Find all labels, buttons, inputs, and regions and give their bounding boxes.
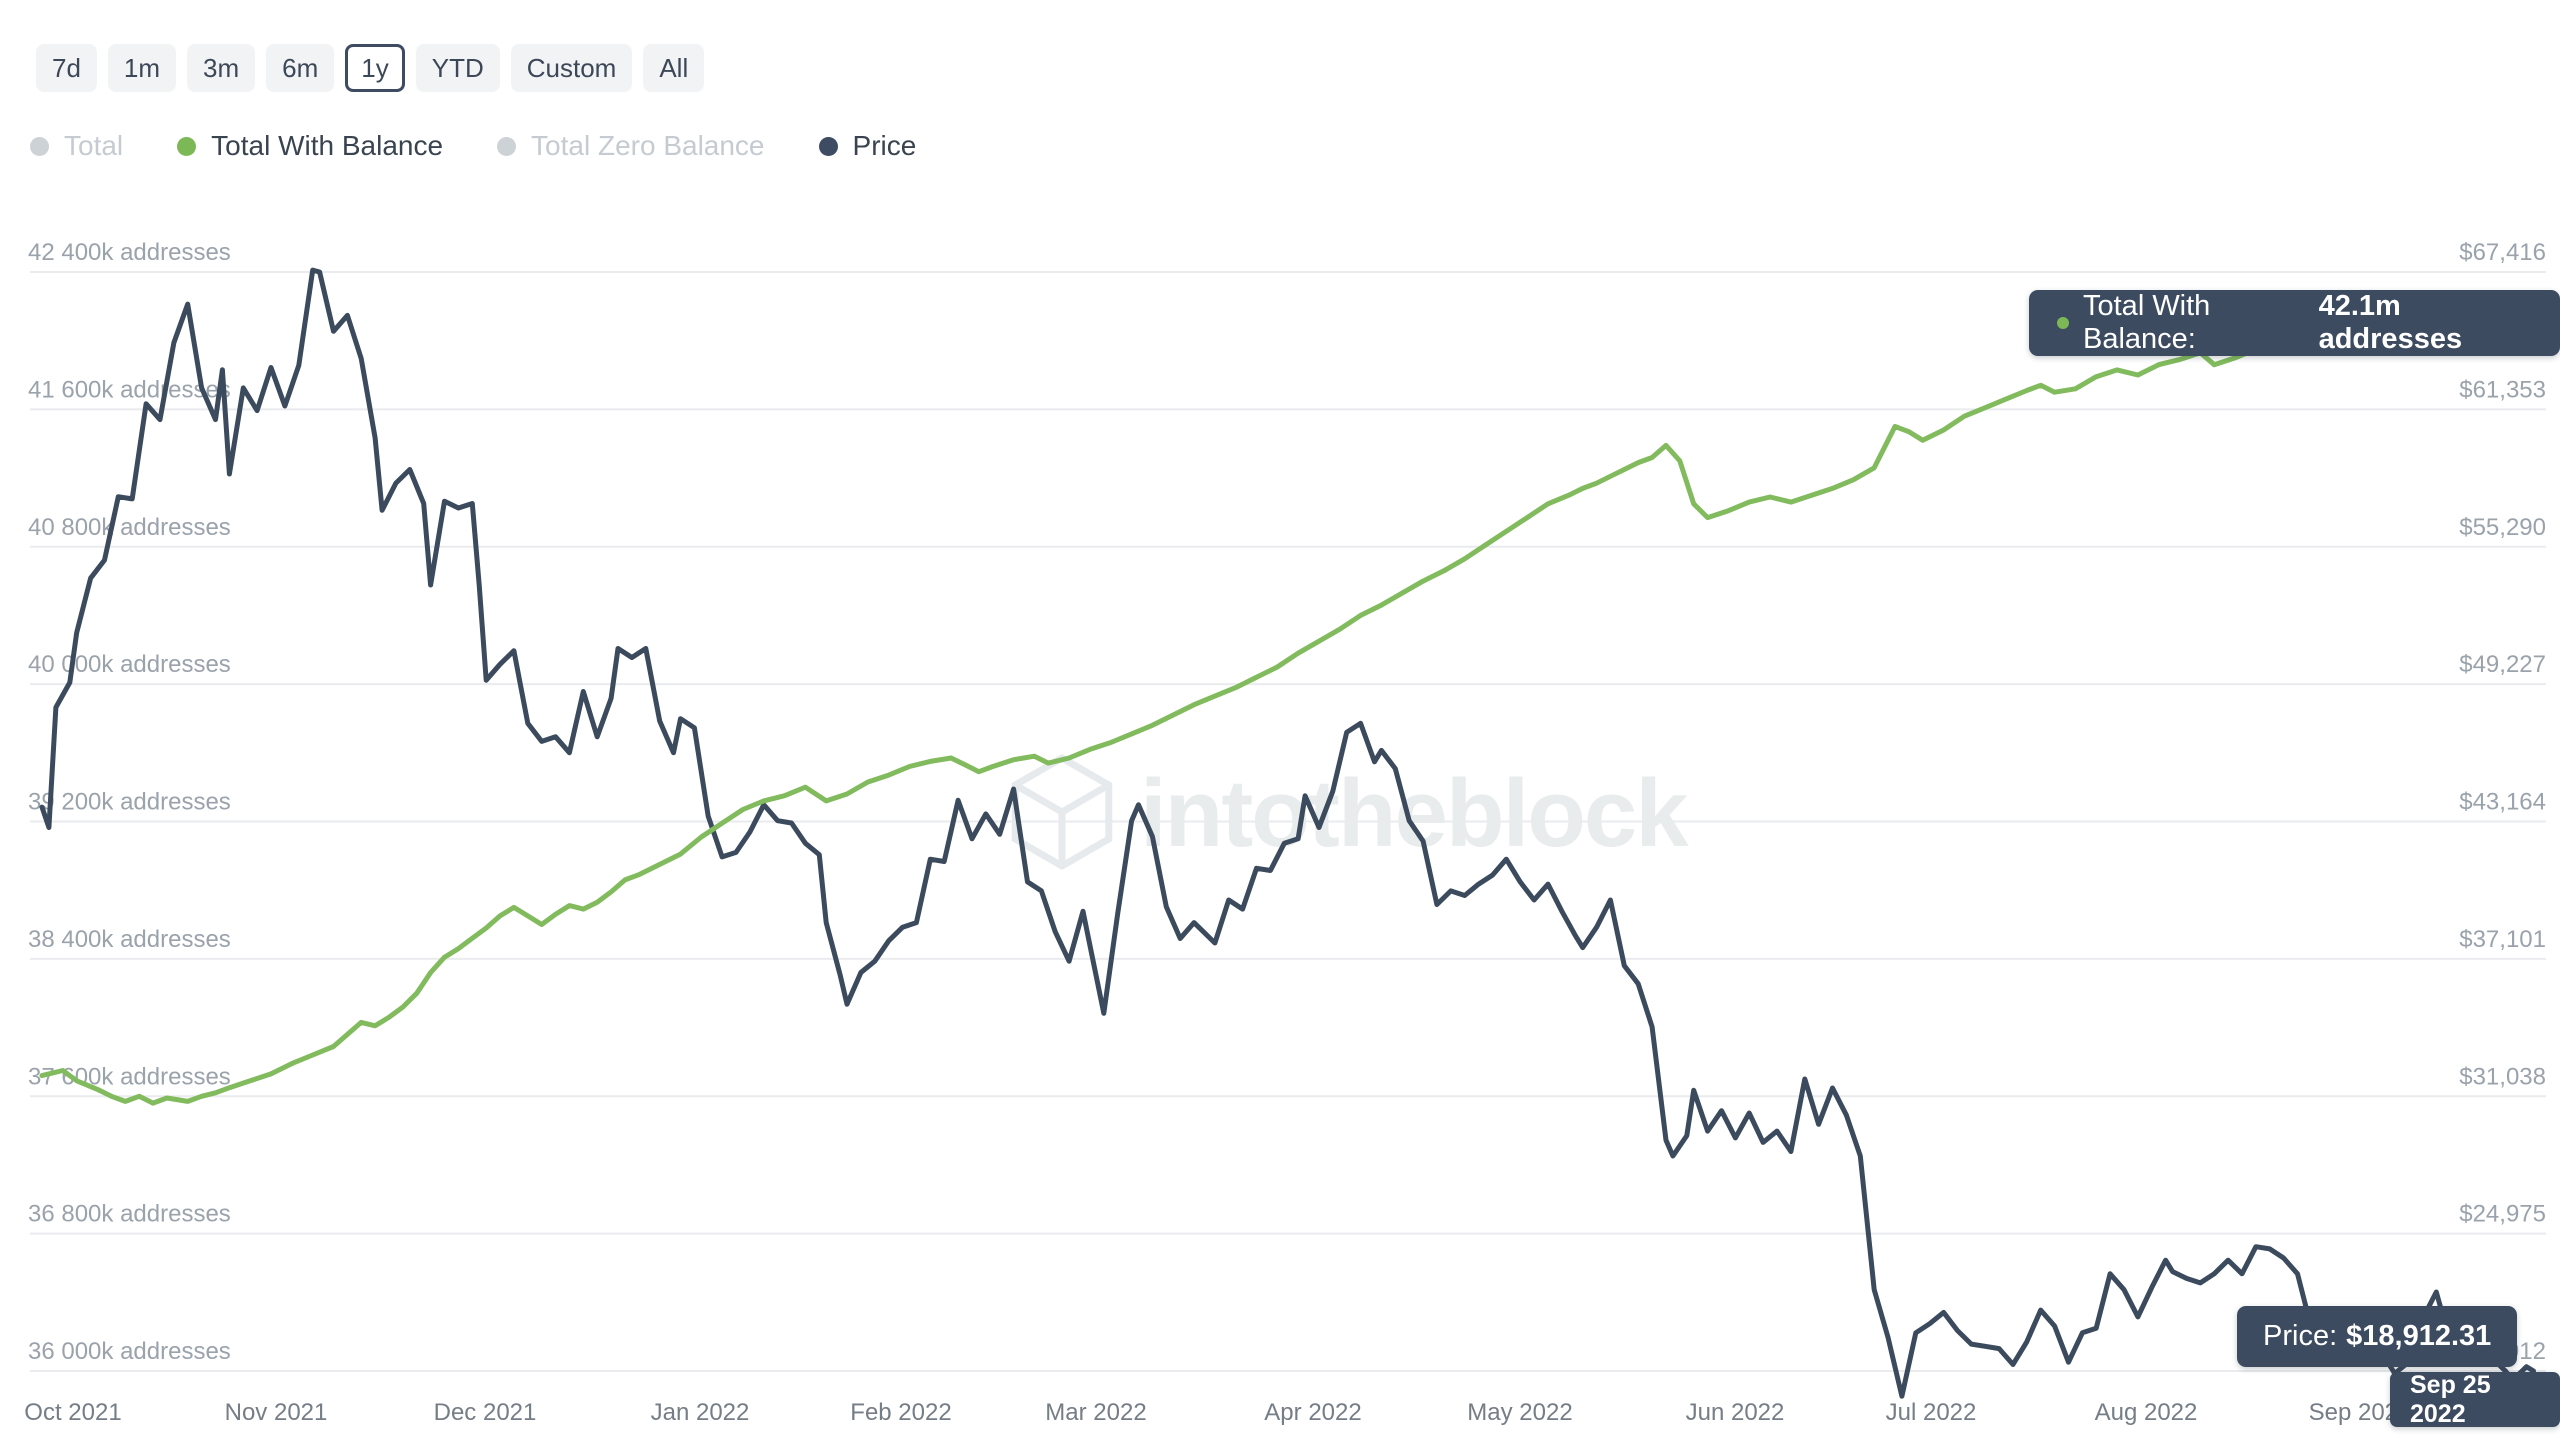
x-axis-label: Jun 2022 — [1686, 1399, 1785, 1426]
x-axis-label: Apr 2022 — [1264, 1399, 1361, 1426]
x-axis-label: Oct 2021 — [24, 1399, 121, 1426]
legend-label: Total — [64, 130, 124, 161]
left-axis-label: 42 400k addresses — [28, 239, 231, 266]
time-range-selector: 7d 1m 3m 6m 1y YTD Custom All — [36, 44, 705, 92]
right-axis-label: $61,353 — [2459, 376, 2546, 403]
x-axis-label: Jul 2022 — [1886, 1399, 1977, 1426]
left-axis-label: 40 000k addresses — [28, 651, 231, 678]
range-button-1y[interactable]: 1y — [345, 44, 405, 92]
total-with-balance-line — [39, 321, 2536, 1106]
x-axis-label: Mar 2022 — [1045, 1399, 1146, 1426]
right-axis-label: $31,038 — [2459, 1063, 2546, 1090]
right-axis-label: $37,101 — [2459, 926, 2546, 953]
x-axis-label: Dec 2021 — [434, 1399, 537, 1426]
range-button-ytd[interactable]: YTD — [415, 44, 500, 92]
right-axis-label: $55,290 — [2459, 514, 2546, 541]
range-button-6m[interactable]: 6m — [266, 44, 335, 92]
watermark-logo-inner-icon — [1013, 781, 1111, 866]
x-axis-label: Feb 2022 — [850, 1399, 951, 1426]
right-axis-label: $67,416 — [2459, 239, 2546, 266]
legend-dot-icon — [818, 136, 838, 156]
right-axis-label: $43,164 — [2459, 789, 2546, 816]
date-tooltip: Sep 25 2022 — [2390, 1370, 2560, 1428]
legend-dot-icon — [497, 136, 517, 156]
price-tooltip: Price: $18,912.31 — [2237, 1306, 2518, 1367]
series-tooltip-label: Total With Balance: — [2083, 290, 2211, 355]
legend-dot-icon — [177, 136, 197, 156]
price-tooltip-label: Price: — [2263, 1320, 2338, 1352]
legend-item-total-zero-balance[interactable]: Total Zero Balance — [497, 130, 765, 162]
legend-label: Total Zero Balance — [531, 130, 765, 161]
range-button-all[interactable]: All — [643, 44, 705, 92]
legend-item-total[interactable]: Total — [30, 130, 123, 162]
x-axis-label: May 2022 — [1467, 1399, 1572, 1426]
x-axis-label: Aug 2022 — [2095, 1399, 2198, 1426]
left-axis-label: 36 000k addresses — [28, 1338, 231, 1365]
left-axis-label: 38 400k addresses — [28, 926, 231, 953]
chart-legend: Total Total With Balance Total Zero Balanc… — [30, 130, 916, 162]
right-axis-label: $24,975 — [2459, 1201, 2546, 1228]
x-axis-label: Nov 2021 — [225, 1399, 328, 1426]
date-tooltip-value: Sep 25 2022 — [2410, 1370, 2491, 1428]
range-button-7d[interactable]: 7d — [36, 44, 97, 92]
price-tooltip-value: $18,912.31 — [2346, 1320, 2492, 1352]
left-axis-label: 39 200k addresses — [28, 789, 231, 816]
range-button-3m[interactable]: 3m — [187, 44, 256, 92]
left-axis-label: 37 600k addresses — [28, 1063, 231, 1090]
left-axis-label: 40 800k addresses — [28, 514, 231, 541]
price-line — [39, 267, 2536, 1399]
x-axis-label: Jan 2022 — [651, 1399, 750, 1426]
series-tooltip: Total With Balance: 42.1m addresses — [2029, 290, 2560, 356]
legend-item-price[interactable]: Price — [818, 130, 917, 162]
legend-label: Total With Balance — [211, 130, 444, 161]
range-button-1m[interactable]: 1m — [107, 44, 177, 92]
left-axis-label: 36 800k addresses — [28, 1201, 231, 1228]
legend-label: Price — [852, 130, 917, 161]
legend-dot-icon — [30, 136, 49, 156]
series-tooltip-value: 42.1m addresses — [2318, 290, 2463, 355]
watermark-text: intotheblock — [1140, 760, 1689, 867]
legend-item-total-with-balance[interactable]: Total With Balance — [177, 130, 443, 162]
range-button-custom[interactable]: Custom — [510, 44, 633, 92]
left-axis-label: 41 600k addresses — [28, 376, 231, 403]
series-tooltip-dot-icon — [2057, 317, 2069, 329]
right-axis-label: $49,227 — [2459, 651, 2546, 678]
